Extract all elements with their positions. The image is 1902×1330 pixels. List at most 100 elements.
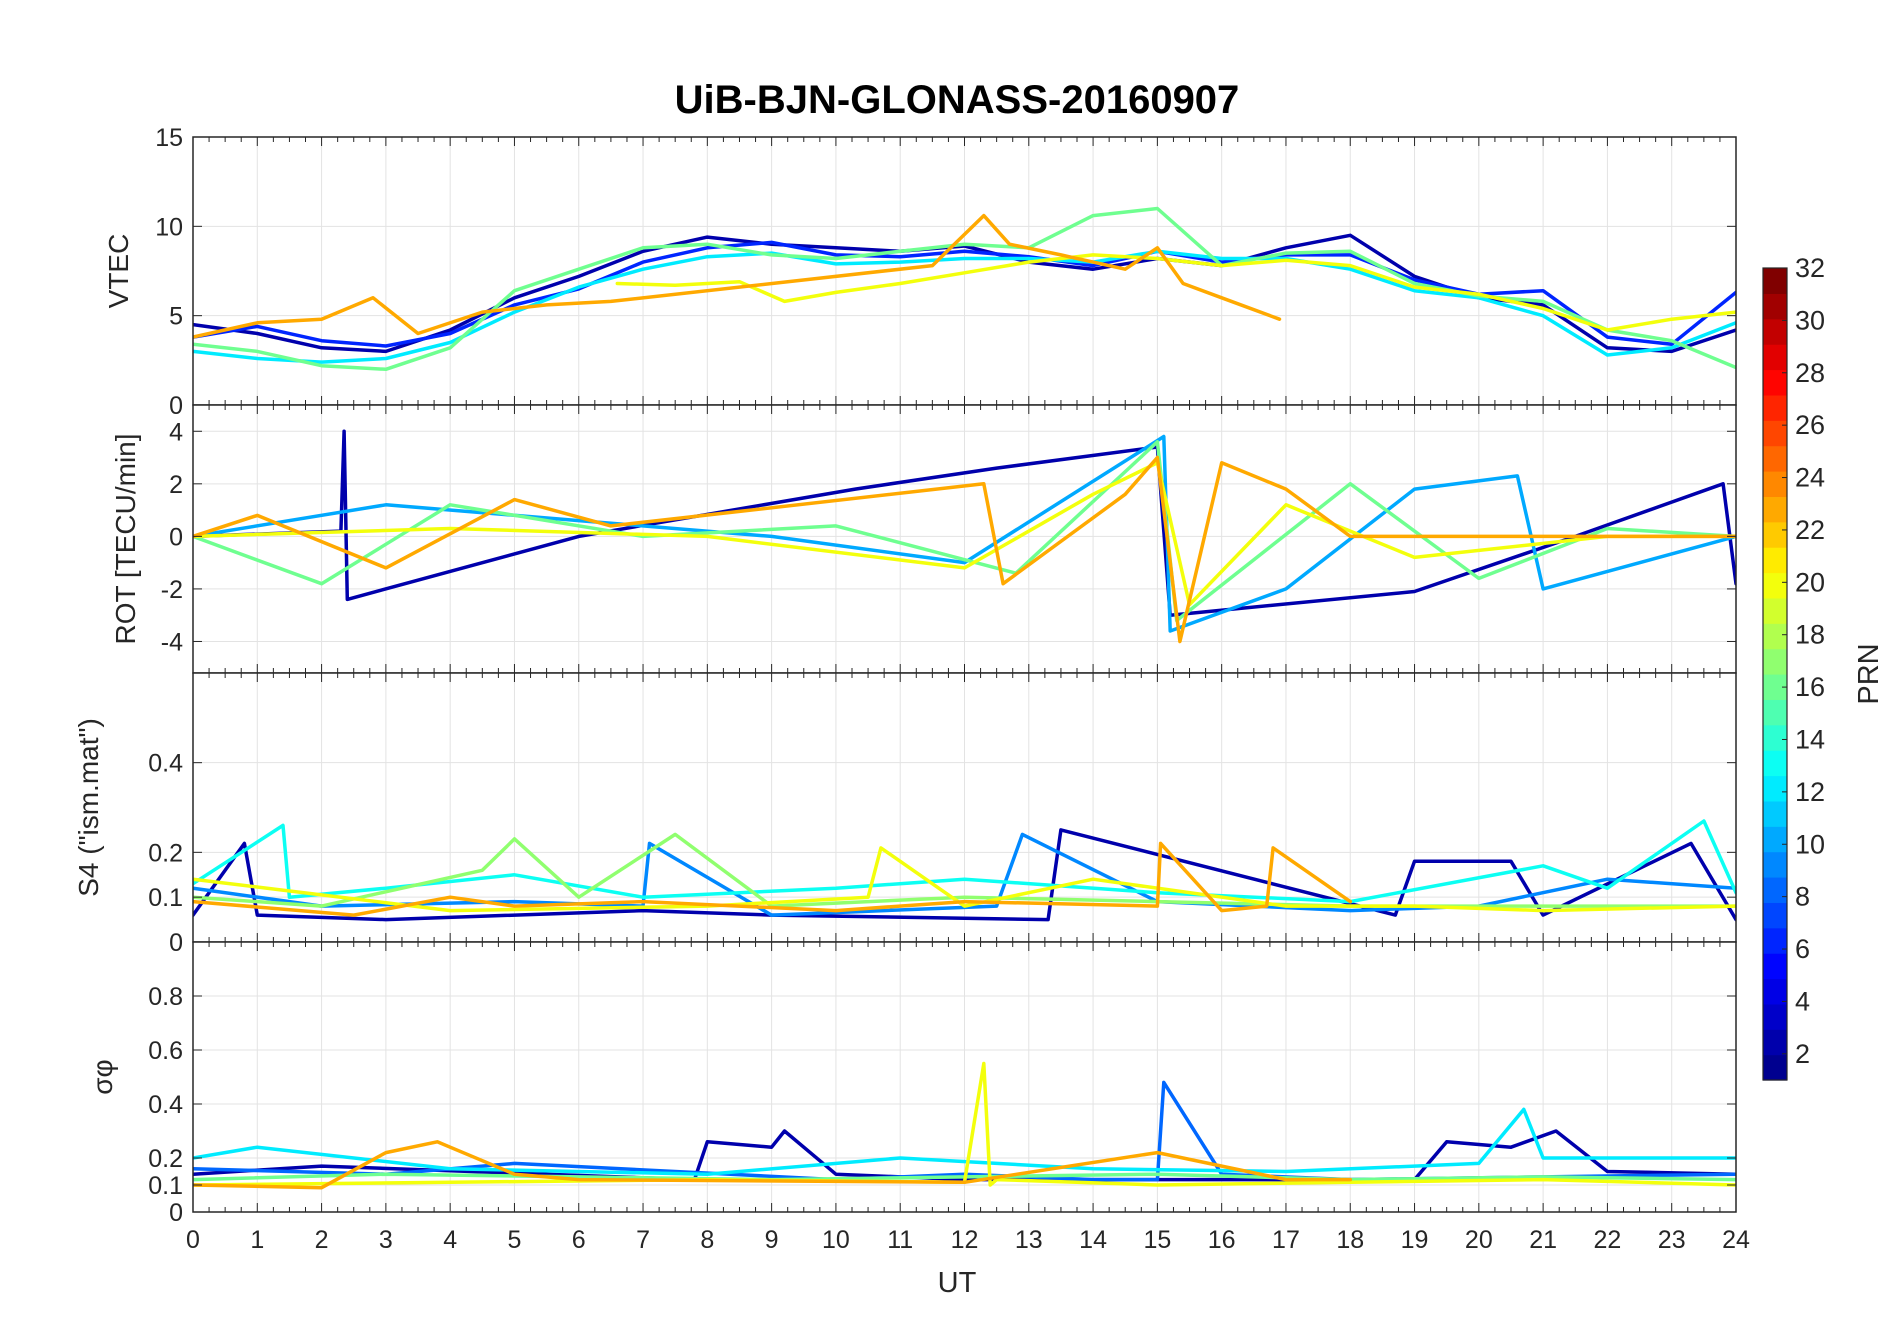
y-tick-label: 0.4 — [148, 1091, 183, 1119]
panel-s4: 0 0.1 0.2 0.4 S4 ("ism.mat") — [73, 672, 1737, 957]
y-tick-label: 10 — [155, 213, 183, 241]
panel-vtec: 0 5 10 15 VTEC — [103, 124, 1737, 420]
colorbar-tick-label: 14 — [1795, 724, 1825, 754]
colorbar-swatch — [1763, 445, 1787, 472]
colorbar-tick-label: 26 — [1795, 410, 1825, 440]
y-tick-label: 0 — [169, 392, 183, 420]
panel-rot-y-label: ROT [TECU/min] — [110, 433, 141, 644]
x-tick-label: 0 — [186, 1226, 200, 1254]
colorbar-swatch — [1763, 1054, 1787, 1081]
panel-vtec-series — [193, 206, 1736, 372]
colorbar-tick-label: 6 — [1795, 934, 1810, 964]
panel-sigma_phi-series — [193, 1061, 1736, 1190]
x-tick-label: 17 — [1272, 1226, 1300, 1254]
series-prn-12 — [193, 249, 1736, 364]
panel-rot: -4 -2 0 2 4 ROT [TECU/min] — [110, 404, 1737, 674]
colorbar-swatch — [1763, 318, 1787, 345]
y-tick-label: 0 — [169, 523, 183, 551]
colorbar-swatch — [1763, 521, 1787, 548]
x-tick-label: 6 — [572, 1226, 586, 1254]
x-axis-label: UT — [938, 1267, 977, 1299]
panel-sigma_phi: 00.10.2 0.4 0.6 0.8 σφ — [87, 941, 1737, 1227]
x-tick-label: 23 — [1658, 1226, 1686, 1254]
panel-sigma_phi-y-label: σφ — [87, 1059, 118, 1094]
x-tick-label: 7 — [636, 1226, 650, 1254]
y-tick-label: -2 — [161, 576, 183, 604]
x-tick-label: 19 — [1401, 1226, 1429, 1254]
colorbar-swatch — [1763, 344, 1787, 371]
y-tick-label: 5 — [169, 303, 183, 331]
x-tick-label: 12 — [951, 1226, 979, 1254]
series-prn-16 — [193, 206, 1736, 372]
x-tick-label: 20 — [1465, 1226, 1493, 1254]
colorbar-swatch — [1763, 877, 1787, 903]
colorbar-swatch — [1763, 420, 1787, 447]
panel-s4-y-label: S4 ("ism.mat") — [73, 718, 104, 897]
colorbar-swatch — [1763, 572, 1787, 599]
colorbar-tick-label: 30 — [1795, 305, 1825, 335]
panel-s4-series — [193, 819, 1736, 922]
x-tick-label: 15 — [1143, 1226, 1171, 1254]
colorbar-tick-label: 20 — [1795, 567, 1825, 597]
x-tick-label: 4 — [443, 1226, 457, 1254]
x-tick-labels: 0 1 2 3 4 5 6 7 8 9 10 11 12 13 14 15 16 17 18 19 20 21 22 23 24 — [186, 1226, 1750, 1254]
colorbar-swatch — [1763, 1003, 1787, 1030]
colorbar-swatch — [1763, 775, 1787, 802]
y-tick-label: 0.8 — [148, 983, 183, 1011]
panel-vtec-ticks: 0 5 10 15 — [155, 124, 1737, 420]
colorbar-swatch — [1763, 268, 1787, 294]
chart-title: UiB-BJN-GLONASS-20160907 — [675, 78, 1240, 122]
y-tick-label: 4 — [169, 418, 183, 446]
colorbar-swatch — [1763, 648, 1787, 675]
colorbar-swatch — [1763, 826, 1787, 853]
colorbar-tick-label: 10 — [1795, 829, 1825, 859]
colorbar-tick-label: 2 — [1795, 1039, 1810, 1069]
colorbar-swatch — [1763, 953, 1787, 980]
y-tick-label: 0.1 — [148, 1172, 183, 1200]
x-tick-label: 16 — [1208, 1226, 1236, 1254]
x-tick-label: 1 — [250, 1226, 264, 1254]
x-tick-label: 13 — [1015, 1226, 1043, 1254]
y-tick-label: 0.4 — [148, 750, 183, 778]
x-tick-label: 18 — [1336, 1226, 1364, 1254]
y-tick-label: 0 — [169, 929, 183, 957]
x-tick-label: 8 — [700, 1226, 714, 1254]
colorbar-swatch — [1763, 927, 1787, 954]
colorbar-swatch — [1763, 597, 1787, 624]
x-tick-label: 11 — [887, 1226, 913, 1254]
x-tick-label: 5 — [508, 1226, 522, 1254]
y-tick-label: 0.6 — [148, 1037, 183, 1065]
series-prn-16 — [193, 440, 1736, 623]
colorbar-frame — [1762, 267, 1788, 1081]
colorbar-swatch — [1763, 851, 1787, 878]
series-prn-12 — [193, 1107, 1736, 1176]
colorbar-swatch — [1763, 1029, 1787, 1056]
x-tick-label: 22 — [1594, 1226, 1622, 1254]
colorbar-swatch — [1763, 902, 1787, 929]
colorbar-tick-label: 22 — [1795, 515, 1825, 545]
colorbar-swatch — [1763, 750, 1787, 777]
colorbar-swatch — [1763, 547, 1787, 574]
y-tick-label: 0 — [169, 1199, 183, 1227]
colorbar-tick-label: 18 — [1795, 620, 1825, 650]
panel-sigma_phi-ticks: 00.10.2 0.4 0.6 0.8 — [148, 942, 1737, 1227]
colorbar-swatch — [1763, 293, 1787, 320]
x-tick-label: 2 — [315, 1226, 329, 1254]
series-prn-23 — [193, 455, 1736, 644]
colorbar-swatch — [1763, 724, 1787, 751]
y-tick-label: 0.2 — [148, 839, 183, 867]
x-tick-label: 14 — [1079, 1226, 1107, 1254]
colorbar-tick-label: 16 — [1795, 672, 1825, 702]
colorbar-swatch — [1763, 699, 1787, 726]
series-prn-20 — [615, 253, 1736, 332]
series-prn-13 — [193, 819, 1736, 904]
y-tick-label: -4 — [161, 628, 183, 656]
panel-vtec-y-label: VTEC — [103, 234, 134, 309]
x-tick-label: 3 — [379, 1226, 393, 1254]
series-prn-20 — [193, 846, 1736, 913]
colorbar-tick-label: 28 — [1795, 358, 1825, 388]
panel-sigma_phi-frame — [192, 941, 1737, 1213]
